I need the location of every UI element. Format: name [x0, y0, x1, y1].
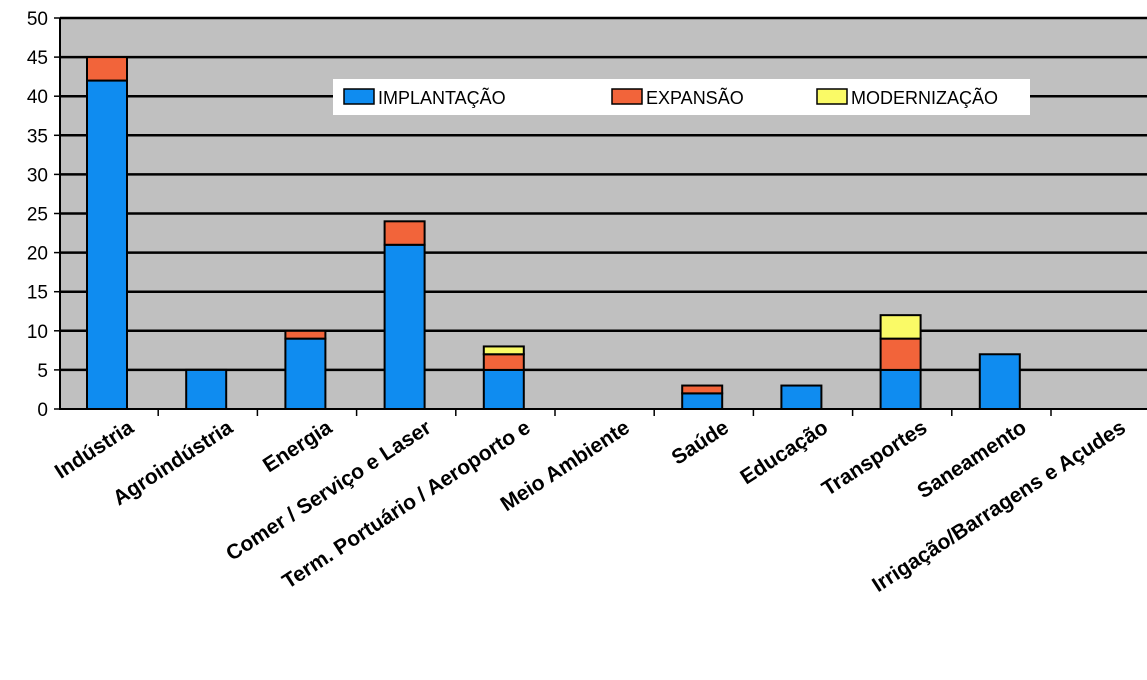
- bar-segment: [780, 384, 823, 411]
- bar-segment: [86, 56, 128, 82]
- bar-segment: [185, 368, 228, 410]
- gridlines: [54, 16, 1147, 416]
- bar-segment: [482, 345, 525, 356]
- y-tick-label: 30: [27, 165, 48, 186]
- bar-segment: [482, 368, 525, 410]
- y-tick-label: 0: [37, 400, 48, 421]
- bars: [86, 56, 1021, 411]
- y-tick-label: 50: [27, 9, 48, 30]
- y-tick-label: 15: [27, 283, 48, 304]
- y-tick-label: 35: [27, 126, 48, 147]
- legend-label: EXPANSÃO: [646, 87, 744, 108]
- y-tick-label: 45: [27, 48, 48, 69]
- x-tick-label: Saúde: [668, 416, 733, 470]
- legend-box: [333, 79, 1030, 115]
- bar-segment: [681, 392, 724, 410]
- axes: [59, 18, 1147, 410]
- legend-swatch: [816, 88, 848, 105]
- bar-segment: [383, 243, 426, 410]
- x-tick-label: Educação: [736, 416, 832, 489]
- bar-segment: [879, 368, 922, 410]
- y-tick-label: 5: [37, 361, 48, 382]
- y-tick-label: 20: [27, 244, 48, 265]
- y-tick-label: 40: [27, 87, 48, 108]
- legend-swatch: [611, 88, 643, 105]
- bar-segment: [383, 220, 426, 246]
- x-tick-label: Transportes: [818, 416, 931, 501]
- y-tick-label: 25: [27, 205, 48, 226]
- legend-label: IMPLANTAÇÃO: [378, 87, 506, 108]
- y-tick-labels: 0 5 10 15 20 25 30 35 40 45 50: [27, 9, 48, 421]
- x-tick-label: Indústria: [51, 416, 138, 484]
- y-tick-label: 10: [27, 322, 48, 343]
- legend: IMPLANTAÇÃO EXPANSÃO MODERNIZAÇÃO: [333, 79, 1030, 115]
- bar-segment: [284, 329, 327, 340]
- legend-swatch: [343, 88, 375, 105]
- bar-segment: [879, 314, 922, 340]
- bar-segment: [284, 337, 327, 410]
- legend-label: MODERNIZAÇÃO: [851, 87, 998, 108]
- bar-segment: [879, 337, 922, 371]
- bar-segment: [978, 353, 1021, 411]
- bar-segment: [86, 79, 128, 410]
- bar-segment: [681, 384, 724, 395]
- x-tick-label: Energia: [259, 416, 336, 477]
- bar-segment: [482, 353, 525, 371]
